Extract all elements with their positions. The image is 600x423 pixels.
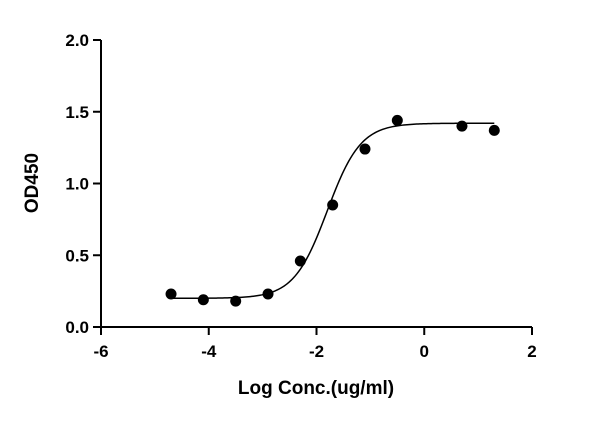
y-tick-label: 1.5 (65, 103, 89, 122)
data-point (262, 288, 274, 300)
x-tick-label: -6 (93, 342, 108, 361)
x-ticks: -6 -4 -2 0 2 (93, 327, 537, 361)
data-points (165, 114, 500, 307)
y-ticks: 0.0 0.5 1.0 1.5 2.0 (65, 31, 101, 337)
x-axis-title: Log Conc.(ug/ml) (238, 378, 394, 399)
x-tick-label: 0 (420, 342, 429, 361)
x-tick-label: -4 (201, 342, 217, 361)
x-tick-label: -2 (309, 342, 324, 361)
y-tick-label: 2.0 (65, 31, 89, 50)
data-point (359, 143, 371, 155)
data-point (165, 288, 177, 300)
y-tick-label: 1.0 (65, 175, 89, 194)
y-tick-label: 0.0 (65, 318, 89, 337)
fit-curve (171, 122, 495, 300)
y-tick-label: 0.5 (65, 246, 89, 265)
data-point (327, 199, 339, 211)
y-axis-title: OD450 (22, 153, 43, 213)
data-point (456, 120, 468, 132)
data-point (230, 295, 242, 307)
x-tick-label: 2 (527, 342, 536, 361)
data-point (197, 294, 209, 306)
data-point (294, 255, 306, 267)
data-point (391, 114, 403, 126)
data-point (488, 124, 500, 136)
